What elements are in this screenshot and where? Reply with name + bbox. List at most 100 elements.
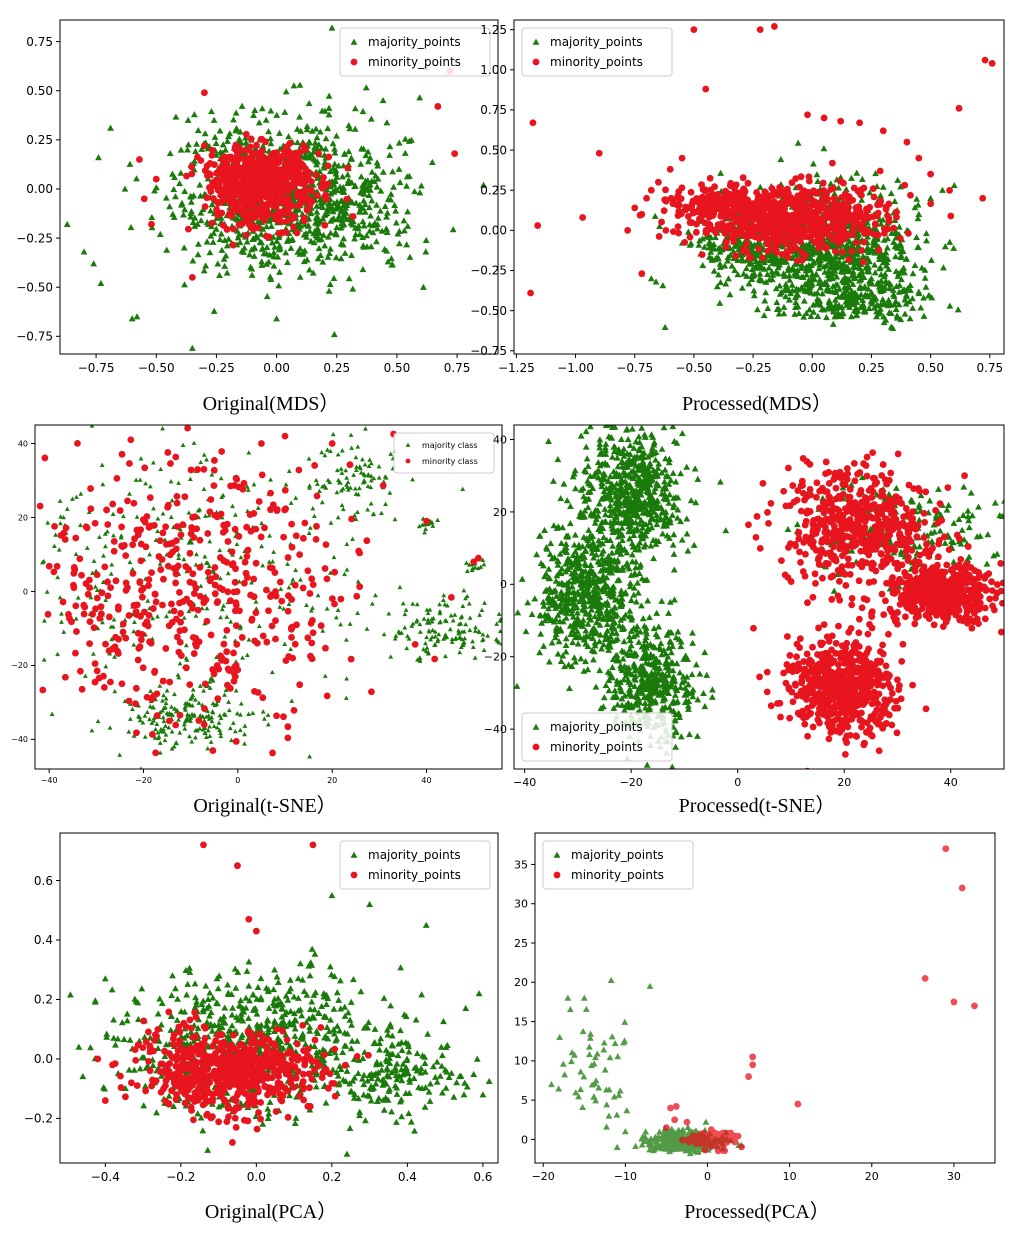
data-point: [647, 275, 655, 282]
data-point: [235, 172, 243, 180]
data-point: [955, 104, 963, 112]
data-point: [839, 268, 846, 275]
data-point: [150, 460, 156, 465]
data-point: [857, 246, 865, 254]
data-point: [284, 734, 292, 742]
data-point: [884, 212, 892, 220]
data-point: [328, 448, 333, 454]
data-point: [461, 639, 467, 645]
x-tick-label: −0.25: [735, 361, 772, 375]
data-point: [327, 229, 335, 236]
data-point: [368, 460, 374, 466]
data-point: [234, 157, 242, 165]
data-point: [251, 482, 257, 487]
data-point: [756, 264, 763, 271]
data-point: [883, 255, 891, 262]
data-point: [797, 285, 805, 292]
data-point: [205, 708, 210, 713]
data-point: [232, 163, 239, 171]
data-point: [384, 258, 392, 265]
data-point: [927, 170, 935, 178]
data-point: [223, 175, 231, 183]
data-point: [848, 297, 855, 305]
data-point: [289, 202, 296, 210]
data-point: [284, 723, 292, 731]
data-point: [92, 605, 99, 613]
data-point: [722, 280, 730, 287]
data-point: [156, 230, 164, 237]
data-point: [410, 477, 415, 482]
data-point: [163, 705, 168, 710]
data-point: [842, 292, 850, 299]
data-point: [291, 213, 298, 220]
data-point: [752, 263, 760, 270]
data-point: [266, 183, 274, 191]
data-point: [373, 592, 378, 598]
data-point: [909, 295, 916, 302]
data-point: [332, 231, 340, 238]
data-point: [392, 219, 400, 226]
data-point: [304, 602, 309, 607]
data-point: [246, 251, 254, 258]
data-point: [447, 626, 453, 632]
data-point: [309, 629, 317, 637]
data-point: [379, 482, 387, 489]
data-point: [310, 155, 318, 162]
data-point: [830, 194, 838, 202]
data-point: [734, 256, 742, 263]
data-point: [233, 475, 241, 483]
data-point: [201, 717, 207, 723]
data-point: [233, 512, 238, 517]
data-point: [426, 620, 432, 625]
data-point: [781, 190, 789, 198]
data-point: [177, 531, 185, 539]
data-point: [857, 303, 865, 310]
y-tick-label: −0.75: [16, 330, 53, 344]
data-point: [317, 622, 325, 630]
data-point: [826, 253, 834, 260]
data-point: [200, 714, 205, 719]
data-point: [485, 633, 491, 638]
data-point: [359, 108, 367, 115]
data-point: [222, 657, 230, 665]
data-point: [204, 606, 210, 611]
data-point: [367, 115, 375, 122]
data-point: [349, 285, 357, 292]
data-point: [198, 459, 204, 465]
data-point: [223, 626, 231, 634]
data-point: [793, 197, 801, 204]
data-point: [357, 160, 365, 167]
data-point: [322, 145, 330, 152]
data-point: [285, 194, 293, 202]
data-point: [805, 240, 813, 247]
data-point: [355, 509, 360, 514]
data-point: [152, 598, 160, 606]
data-point: [242, 731, 247, 737]
data-point: [344, 164, 352, 172]
data-point: [879, 259, 887, 266]
data-point: [817, 233, 825, 241]
data-point: [125, 697, 133, 705]
data-point: [909, 270, 917, 277]
data-point: [654, 178, 662, 186]
data-point: [913, 233, 920, 241]
data-point: [885, 218, 893, 226]
data-point: [312, 535, 320, 543]
data-point: [268, 239, 276, 246]
data-point: [797, 230, 805, 238]
data-point: [792, 294, 799, 301]
data-point: [802, 309, 810, 316]
data-point: [78, 571, 85, 579]
data-point: [340, 506, 346, 512]
data-point: [813, 298, 821, 305]
data-point: [153, 712, 161, 719]
data-point: [232, 622, 240, 630]
data-point: [759, 234, 767, 241]
data-point: [191, 440, 197, 445]
data-point: [100, 481, 106, 487]
data-point: [243, 238, 251, 245]
data-point: [286, 601, 292, 607]
data-point: [151, 187, 158, 194]
data-point: [866, 213, 874, 221]
data-point: [927, 200, 935, 208]
